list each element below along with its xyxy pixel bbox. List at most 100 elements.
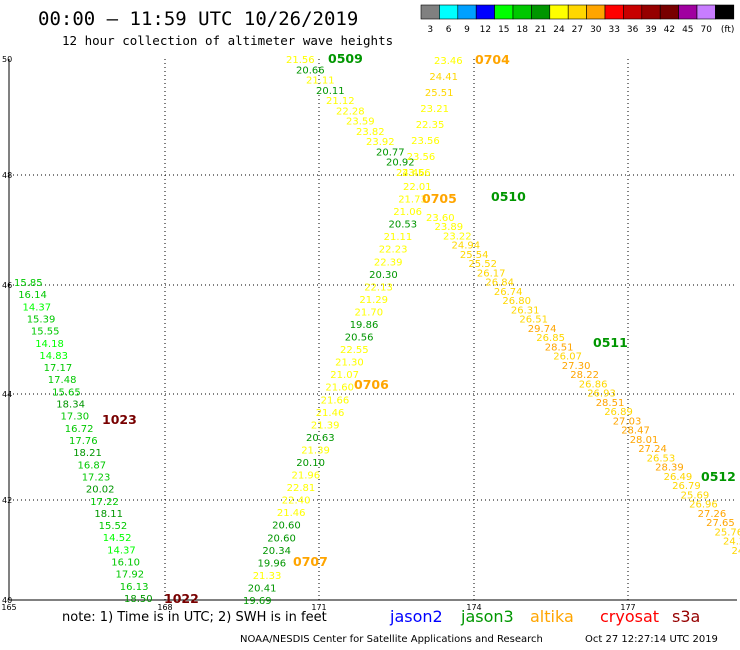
pass-number-label: 1023 bbox=[102, 412, 137, 427]
latitude-tick-label: 50 bbox=[2, 55, 12, 64]
wave-height-value: 20.53 bbox=[389, 220, 418, 231]
wave-height-value: 21.39 bbox=[301, 446, 330, 457]
satellite-track: 23.6023.8923.2224.9425.5425.5226.1726.84… bbox=[426, 213, 740, 557]
wave-height-value: 20.60 bbox=[267, 533, 296, 544]
wave-height-value: 20.34 bbox=[262, 546, 291, 557]
legend-label: 33 bbox=[608, 25, 619, 35]
wave-height-value: 20.77 bbox=[376, 148, 405, 159]
wave-height-value: 21.11 bbox=[306, 76, 335, 87]
wave-height-value: 17.48 bbox=[48, 375, 77, 386]
wave-height-value: 21.60 bbox=[325, 383, 354, 394]
wave-height-value: 27.30 bbox=[562, 361, 591, 372]
wave-height-value: 27.65 bbox=[706, 518, 735, 529]
latitude-tick-label: 40 bbox=[2, 596, 12, 605]
latitude-tick-label: 42 bbox=[2, 496, 12, 505]
wave-height-value: 15.52 bbox=[99, 521, 128, 532]
satellite-track: 21.5620.6621.1120.1121.1222.2823.5923.82… bbox=[286, 55, 425, 179]
wave-height-value: 26.17 bbox=[477, 269, 506, 280]
wave-height-value: 27.24 bbox=[638, 444, 667, 455]
wave-height-value: 21.29 bbox=[359, 295, 388, 306]
wave-height-value: 22.55 bbox=[340, 345, 369, 356]
wave-height-value: 17.92 bbox=[116, 570, 145, 581]
map-subtitle: 12 hour collection of altimeter wave hei… bbox=[62, 33, 394, 48]
legend-swatch bbox=[715, 4, 735, 20]
pass-number-label: 0705 bbox=[422, 191, 457, 206]
generated-timestamp: Oct 27 12:27:14 UTC 2019 bbox=[585, 634, 718, 645]
wave-height-value: 20.56 bbox=[345, 333, 374, 344]
legend-label: 6 bbox=[446, 25, 452, 35]
wave-height-value: 20.60 bbox=[272, 521, 301, 532]
wave-height-value: 23.89 bbox=[435, 222, 464, 233]
wave-height-value: 26.79 bbox=[672, 481, 701, 492]
wave-height-value: 22.28 bbox=[336, 106, 365, 117]
wave-height-value: 21.73 bbox=[398, 195, 427, 206]
wave-height-value: 15.65 bbox=[52, 387, 81, 398]
wave-height-value: 21.39 bbox=[311, 420, 340, 431]
wave-height-value: 14.37 bbox=[23, 302, 52, 313]
wave-height-value: 23.56 bbox=[411, 136, 440, 147]
legend-label: 30 bbox=[590, 25, 602, 35]
wave-height-value: 14.37 bbox=[107, 545, 136, 556]
wave-height-value: 26.84 bbox=[485, 278, 514, 289]
wave-height-value: 21.66 bbox=[321, 395, 350, 406]
wave-height-value: 22.23 bbox=[379, 245, 408, 256]
pass-number-label: 0704 bbox=[475, 52, 510, 67]
wave-height-value: 23.22 bbox=[443, 232, 472, 243]
wave-height-value: 22.35 bbox=[416, 120, 445, 131]
legend-label: 39 bbox=[645, 25, 657, 35]
wave-height-value: 26.93 bbox=[587, 389, 616, 400]
wave-height-value: 21.46 bbox=[316, 408, 345, 419]
credit-line: NOAA/NESDIS Center for Satellite Applica… bbox=[240, 634, 543, 645]
wave-height-value: 21.11 bbox=[384, 232, 413, 243]
legend-label: 3 bbox=[427, 25, 433, 35]
wave-height-value: 23.92 bbox=[366, 137, 395, 148]
wave-height-value: 26.86 bbox=[579, 379, 608, 390]
wave-height-value: 26.53 bbox=[647, 453, 676, 464]
pass-number-label: 0510 bbox=[491, 189, 526, 204]
wave-height-value: 24.46 bbox=[396, 168, 425, 179]
wave-height-value: 20.63 bbox=[306, 433, 335, 444]
longitude-tick-label: 177 bbox=[620, 603, 635, 612]
wave-height-value: 17.17 bbox=[44, 363, 73, 374]
latitude-tick-label: 46 bbox=[2, 281, 12, 290]
wave-height-value: 26.51 bbox=[519, 315, 548, 326]
wave-height-value: 26.74 bbox=[494, 287, 523, 298]
wave-height-value: 15.85 bbox=[14, 278, 43, 289]
wave-height-value: 24.94 bbox=[452, 241, 481, 252]
wave-height-value: 14.83 bbox=[39, 351, 68, 362]
wave-height-value: 28.47 bbox=[621, 426, 650, 437]
wave-height-value: 15.55 bbox=[31, 327, 60, 338]
wave-height-value: 16.13 bbox=[120, 582, 149, 593]
wave-height-value: 23.56 bbox=[402, 168, 431, 179]
wave-height-value: 23.82 bbox=[356, 127, 385, 138]
wave-height-value: 19.96 bbox=[258, 558, 287, 569]
longitude-tick-label: 168 bbox=[157, 603, 172, 612]
wave-height-value: 21.07 bbox=[330, 370, 359, 381]
wave-height-value: 20.66 bbox=[296, 65, 325, 76]
footer-note: note: 1) Time is in UTC; 2) SWH is in fe… bbox=[62, 610, 327, 625]
wave-height-value: 21.30 bbox=[335, 358, 364, 369]
wave-height-value: 26.07 bbox=[553, 352, 582, 363]
wave-height-value: 14.18 bbox=[35, 339, 64, 350]
wave-height-value: 20.92 bbox=[386, 158, 415, 169]
wave-height-value: 18.21 bbox=[73, 448, 102, 459]
legend-label: 27 bbox=[572, 25, 583, 35]
pass-number-label: 0509 bbox=[328, 51, 363, 66]
wave-height-value: 24.23 bbox=[732, 546, 740, 557]
wave-height-value: 27.03 bbox=[613, 416, 642, 427]
satellite-jason3: jason3 bbox=[461, 607, 514, 626]
wave-height-value: 23.46 bbox=[434, 56, 463, 67]
wave-height-value: 18.11 bbox=[94, 509, 123, 520]
wave-height-value: 28.39 bbox=[655, 463, 684, 474]
wave-height-value: 23.60 bbox=[426, 213, 455, 224]
wave-height-value: 28.51 bbox=[545, 342, 574, 353]
wave-height-value: 25.52 bbox=[468, 259, 497, 270]
longitude-tick-label: 171 bbox=[311, 603, 326, 612]
satellite-cryosat: cryosat bbox=[600, 607, 660, 626]
legend-label: 42 bbox=[664, 25, 675, 35]
wave-height-value: 16.14 bbox=[18, 290, 47, 301]
wave-height-value: 25.54 bbox=[460, 250, 489, 261]
pass-number-label: 0511 bbox=[593, 335, 628, 350]
wave-height-value: 28.22 bbox=[570, 370, 599, 381]
legend-label: 12 bbox=[480, 25, 491, 35]
